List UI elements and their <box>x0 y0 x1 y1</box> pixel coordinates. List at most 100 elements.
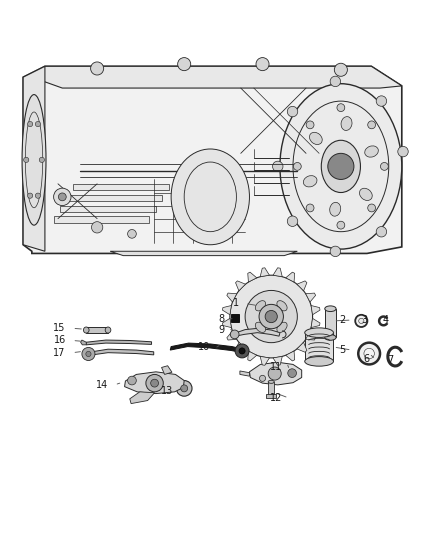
Polygon shape <box>250 362 302 385</box>
Circle shape <box>328 154 354 180</box>
Polygon shape <box>260 357 269 365</box>
Text: 10: 10 <box>198 342 210 352</box>
Circle shape <box>127 230 136 238</box>
Polygon shape <box>223 305 231 315</box>
Polygon shape <box>248 351 257 361</box>
Circle shape <box>265 310 277 322</box>
Circle shape <box>330 246 341 256</box>
Circle shape <box>288 369 297 377</box>
Bar <box>266 393 276 398</box>
Circle shape <box>39 157 45 163</box>
Circle shape <box>35 193 41 198</box>
Bar <box>86 327 108 333</box>
Ellipse shape <box>341 117 352 131</box>
Circle shape <box>259 304 283 329</box>
Circle shape <box>235 344 249 358</box>
Polygon shape <box>306 293 316 302</box>
Circle shape <box>364 349 374 359</box>
Circle shape <box>178 58 191 71</box>
Text: 3: 3 <box>361 315 367 325</box>
Circle shape <box>337 221 345 229</box>
Text: 14: 14 <box>96 380 108 390</box>
Polygon shape <box>223 318 231 328</box>
Circle shape <box>368 121 375 129</box>
Circle shape <box>337 104 345 111</box>
Circle shape <box>58 193 66 201</box>
Bar <box>268 382 274 395</box>
Text: 2: 2 <box>339 315 345 325</box>
Circle shape <box>92 222 103 233</box>
Text: 12: 12 <box>270 393 282 403</box>
Ellipse shape <box>310 132 322 144</box>
Ellipse shape <box>277 322 287 333</box>
Circle shape <box>53 188 71 206</box>
Circle shape <box>230 275 313 358</box>
Text: 1: 1 <box>233 298 239 309</box>
Ellipse shape <box>22 94 46 225</box>
Circle shape <box>376 96 387 106</box>
Polygon shape <box>311 305 320 315</box>
Circle shape <box>259 375 265 382</box>
Ellipse shape <box>305 357 333 366</box>
Circle shape <box>287 216 298 227</box>
Ellipse shape <box>105 327 111 333</box>
Polygon shape <box>32 66 402 88</box>
Circle shape <box>127 376 136 385</box>
Bar <box>231 314 240 322</box>
Polygon shape <box>236 281 245 291</box>
Polygon shape <box>297 281 307 291</box>
Polygon shape <box>260 268 269 277</box>
Bar <box>305 333 333 361</box>
Ellipse shape <box>255 322 265 333</box>
Polygon shape <box>240 371 250 376</box>
Polygon shape <box>236 328 280 336</box>
Circle shape <box>245 290 297 343</box>
Polygon shape <box>170 343 243 353</box>
Polygon shape <box>162 366 172 375</box>
Circle shape <box>330 76 341 87</box>
Circle shape <box>28 122 33 127</box>
Circle shape <box>306 121 314 129</box>
Circle shape <box>381 163 389 171</box>
Circle shape <box>177 381 192 396</box>
Text: 7: 7 <box>387 355 393 365</box>
Polygon shape <box>286 351 295 361</box>
Polygon shape <box>67 195 162 201</box>
Polygon shape <box>53 216 149 223</box>
Circle shape <box>239 348 245 354</box>
Circle shape <box>306 204 314 212</box>
Text: 17: 17 <box>53 348 66 358</box>
Polygon shape <box>297 342 307 352</box>
Circle shape <box>86 351 91 357</box>
Polygon shape <box>286 272 295 282</box>
Ellipse shape <box>325 335 336 340</box>
Ellipse shape <box>268 381 274 383</box>
Circle shape <box>359 318 364 324</box>
Circle shape <box>151 379 159 387</box>
Circle shape <box>28 193 33 198</box>
Text: 4: 4 <box>383 315 389 325</box>
Circle shape <box>91 62 104 75</box>
Ellipse shape <box>365 146 378 157</box>
Circle shape <box>82 348 95 360</box>
Polygon shape <box>130 392 155 403</box>
Circle shape <box>293 163 301 171</box>
Polygon shape <box>124 372 184 393</box>
Ellipse shape <box>304 176 317 187</box>
Polygon shape <box>86 349 154 356</box>
Circle shape <box>35 122 41 127</box>
Circle shape <box>230 330 239 339</box>
Ellipse shape <box>305 328 333 337</box>
Polygon shape <box>227 331 237 340</box>
Text: 15: 15 <box>53 324 66 333</box>
Polygon shape <box>311 318 320 328</box>
Polygon shape <box>248 272 257 282</box>
Circle shape <box>268 367 281 380</box>
Polygon shape <box>86 340 152 345</box>
Polygon shape <box>23 66 45 251</box>
Polygon shape <box>23 66 402 254</box>
Ellipse shape <box>360 188 372 200</box>
Ellipse shape <box>83 327 89 333</box>
Polygon shape <box>60 206 156 212</box>
Ellipse shape <box>255 301 265 311</box>
